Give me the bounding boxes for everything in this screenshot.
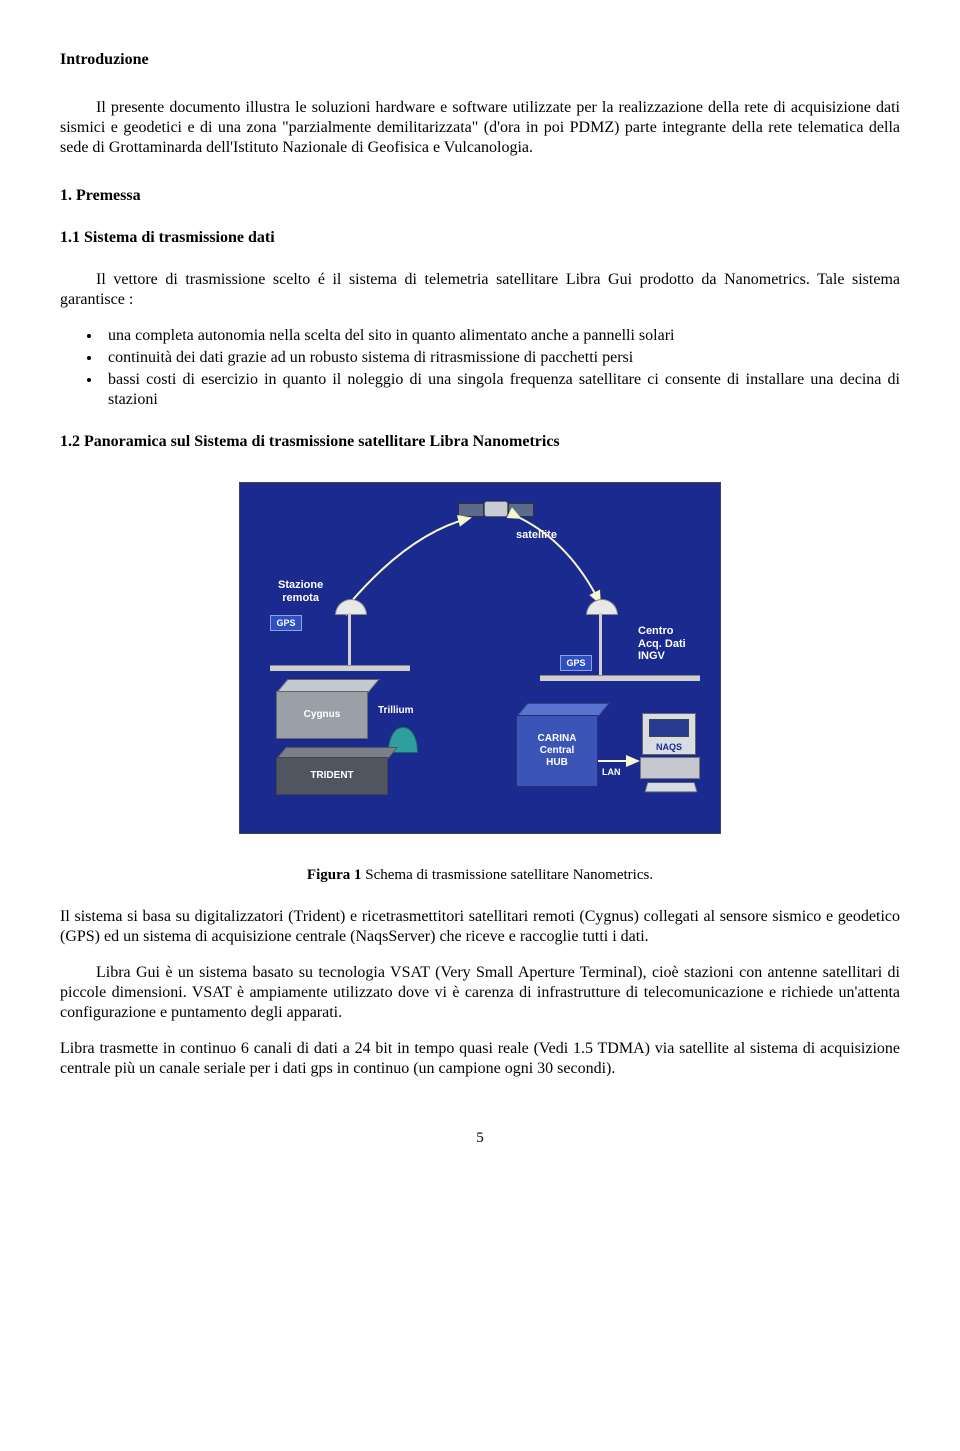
heading-premessa: 1. Premessa (60, 186, 900, 206)
intro-paragraph: Il presente documento illustra le soluzi… (60, 98, 900, 158)
figure-1-diagram: satellite Stazione remota GPS Cygnus Tri… (239, 482, 721, 834)
heading-introduzione: Introduzione (60, 50, 900, 70)
gps-left-box: GPS (270, 615, 302, 631)
list-item: continuità dei dati grazie ad un robusto… (102, 348, 900, 368)
antenna-left-pole (348, 613, 351, 665)
figure-1-caption-bold: Figura 1 (307, 867, 362, 883)
antenna-right-pole (599, 613, 602, 675)
naqs-monitor: NAQS (642, 713, 696, 755)
naqs-keyboard (644, 782, 697, 792)
naqs-base (640, 757, 700, 779)
list-item: bassi costi di esercizio in quanto il no… (102, 370, 900, 410)
trident-box: TRIDENT (276, 757, 386, 793)
centro-label: Centro Acq. Dati INGV (638, 625, 686, 663)
gps-right-box: GPS (560, 655, 592, 671)
figure-1-caption-rest: Schema di trasmissione satellitare Nanom… (362, 867, 654, 883)
paragraph-libra: Libra Gui è un sistema basato su tecnolo… (60, 963, 900, 1023)
figure-1-container: satellite Stazione remota GPS Cygnus Tri… (60, 482, 900, 840)
paragraph-last: Libra trasmette in continuo 6 canali di … (60, 1039, 900, 1079)
lan-label: LAN (602, 767, 621, 777)
paragraph-after-fig: Il sistema si basa su digitalizzatori (T… (60, 907, 900, 947)
page-number: 5 (60, 1129, 900, 1148)
figure-1-caption: Figura 1 Schema di trasmissione satellit… (60, 866, 900, 885)
heading-1-1: 1.1 Sistema di trasmissione dati (60, 228, 900, 248)
list-item: una completa autonomia nella scelta del … (102, 326, 900, 346)
paragraph-1-1: Il vettore di trasmissione scelto é il s… (60, 270, 900, 310)
stazione-remota-label: Stazione remota (278, 579, 323, 604)
trillium-label: Trillium (378, 705, 414, 717)
ground-right (540, 675, 700, 681)
heading-1-2: 1.2 Panoramica sul Sistema di trasmissio… (60, 432, 900, 452)
cygnus-box: Cygnus (276, 691, 366, 737)
carina-box: CARINA Central HUB (516, 715, 596, 785)
bullet-list: una completa autonomia nella scelta del … (102, 326, 900, 410)
ground-left (270, 665, 410, 671)
